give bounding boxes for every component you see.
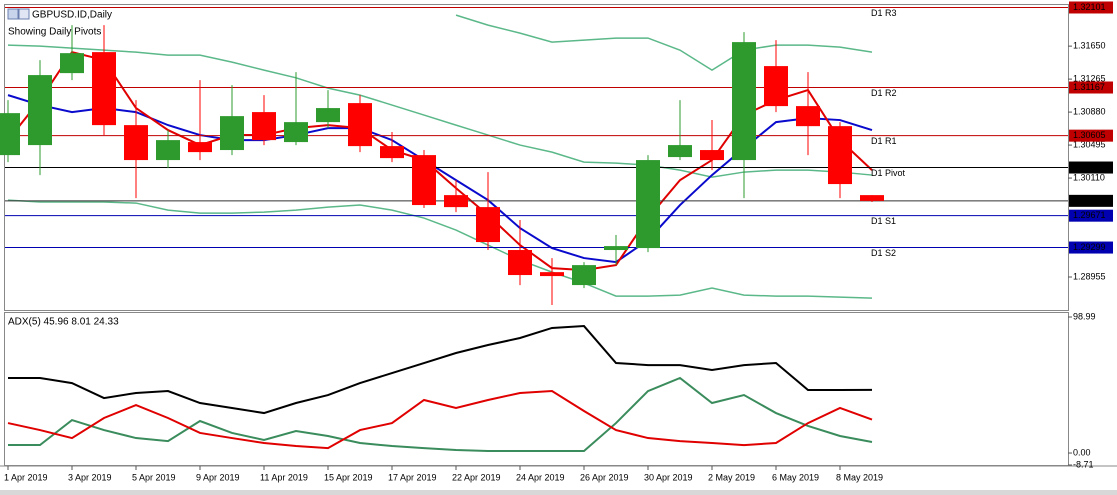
y-tick-label: 1.28955 (1073, 271, 1106, 281)
candle-body (572, 265, 596, 286)
candle-body (540, 272, 564, 277)
y-tick-label: -8.71 (1073, 459, 1094, 469)
candle-body (700, 150, 724, 161)
price-tag (1069, 241, 1113, 254)
candle-body (796, 106, 820, 127)
indicator-line (7, 50, 873, 272)
indicator-line (455, 14, 873, 71)
x-tick-label: 1 Apr 2019 (4, 472, 48, 482)
candle-body (444, 195, 468, 208)
candle-body (764, 66, 788, 107)
price-tag (1069, 194, 1113, 207)
y-tick-label: 98.99 (1073, 311, 1096, 321)
y-tick-label: 1.31650 (1073, 40, 1106, 50)
x-tick-label: 5 Apr 2019 (132, 472, 176, 482)
icon (18, 8, 30, 20)
y-tick-label: 1.30495 (1073, 139, 1106, 149)
price-tag-label: 1.30233 (1073, 162, 1106, 172)
last-price-label: 1.29844 (1073, 195, 1106, 205)
x-tick-label: 2 May 2019 (708, 472, 755, 482)
icon (7, 8, 19, 20)
candle-body (0, 113, 20, 156)
indicator-line (7, 44, 873, 178)
candle-body (156, 140, 180, 161)
price-tag-label: 1.29671 (1073, 210, 1106, 220)
y-tick-label: 1.30110 (1073, 172, 1105, 182)
candle-body (252, 112, 276, 141)
status-strip (0, 490, 1117, 495)
candle-body (188, 142, 212, 153)
candle-body (92, 52, 116, 126)
candle-body (828, 126, 852, 185)
candle-body (412, 155, 436, 206)
candle-body (284, 122, 308, 143)
price-tag (1069, 161, 1113, 174)
x-tick-label: 26 Apr 2019 (580, 472, 629, 482)
y-tick-label: 1.30880 (1073, 106, 1106, 116)
x-tick-label: 24 Apr 2019 (516, 472, 565, 482)
candle-body (508, 250, 532, 276)
candle-body (604, 246, 628, 251)
adx-line (7, 390, 873, 450)
y-tick-label: 1.31265 (1073, 73, 1106, 83)
x-tick-label: 30 Apr 2019 (644, 472, 693, 482)
candle-body (380, 146, 404, 159)
candle-body (124, 125, 148, 161)
price-tag-label: 1.30605 (1073, 130, 1106, 140)
y-tick-label: 0.00 (1073, 447, 1091, 457)
candle-body (860, 195, 884, 201)
adx-line (8, 325, 873, 415)
candle-body (220, 116, 244, 151)
price-tag (1069, 129, 1113, 142)
candle-body (668, 145, 692, 158)
x-tick-label: 9 Apr 2019 (196, 472, 240, 482)
pivot-label: D1 Pivot (871, 168, 906, 178)
candle-body (348, 103, 372, 147)
candle-body (476, 207, 500, 243)
adx-line (8, 376, 873, 452)
candle-body (60, 53, 84, 74)
indicator-line (7, 199, 873, 299)
candle-body (636, 160, 660, 249)
chart-title: GBPUSD.ID,Daily (32, 10, 112, 21)
price-tag (1069, 1, 1113, 14)
x-tick-label: 15 Apr 2019 (324, 472, 373, 482)
pivot-label: D1 R3 (871, 8, 897, 18)
x-tick-label: 8 May 2019 (836, 472, 883, 482)
x-tick-label: 22 Apr 2019 (452, 472, 501, 482)
pivot-label: D1 S1 (871, 216, 896, 226)
pivot-label: D1 S2 (871, 248, 896, 258)
candle-body (732, 42, 756, 161)
price-tag-label: 1.32101 (1073, 2, 1106, 12)
pivot-label: D1 R2 (871, 88, 897, 98)
pivot-label: D1 R1 (871, 136, 897, 146)
price-tag (1069, 209, 1113, 222)
x-tick-label: 3 Apr 2019 (68, 472, 112, 482)
price-tag (1069, 81, 1113, 94)
x-tick-label: 11 Apr 2019 (260, 472, 308, 482)
main-pane-frame (4, 4, 1069, 311)
x-tick-label: 6 May 2019 (772, 472, 819, 482)
price-tag-label: 1.29299 (1073, 242, 1106, 252)
candle-body (28, 75, 52, 146)
chart-subtitle: Showing Daily Pivots (8, 27, 101, 38)
indicator-title: ADX(5) 45.96 8.01 24.33 (8, 317, 119, 328)
price-tag-label: 1.31167 (1073, 82, 1105, 92)
candle-body (316, 108, 340, 123)
x-tick-label: 17 Apr 2019 (388, 472, 437, 482)
